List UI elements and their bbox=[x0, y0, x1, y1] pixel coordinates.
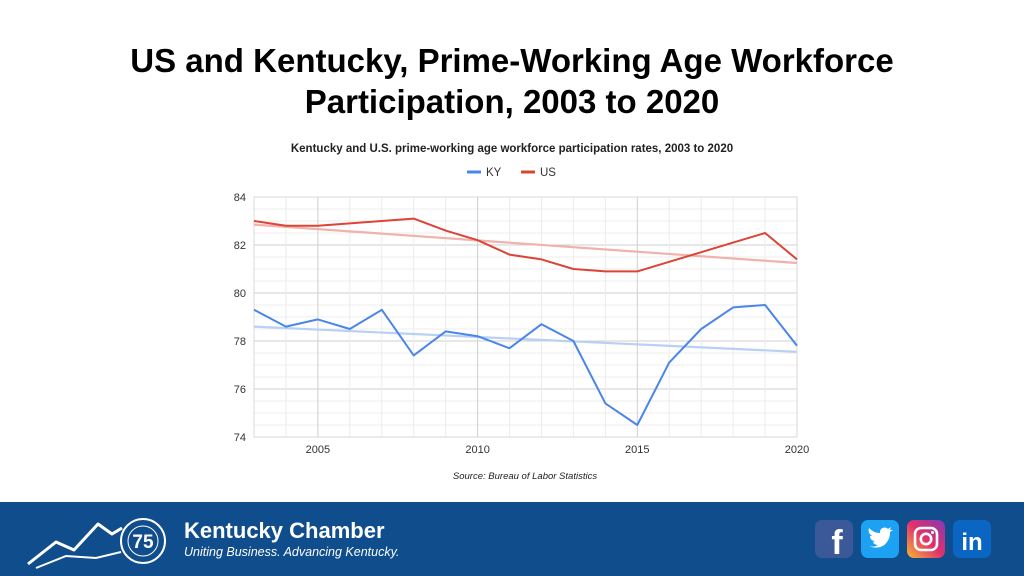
series-line-us bbox=[253, 217, 798, 273]
river-icon bbox=[35, 551, 122, 569]
chart-source: Source: Bureau of Labor Statistics bbox=[453, 471, 597, 482]
line-chart: Kentucky and U.S. prime-working age work… bbox=[234, 143, 810, 482]
y-tick-label: 74 bbox=[234, 432, 246, 444]
kentucky-chamber-logo: 75 bbox=[26, 512, 186, 570]
brand-name: Kentucky Chamber bbox=[184, 518, 385, 543]
chart-grid bbox=[253, 196, 798, 438]
footer-band: 75 Kentucky Chamber Uniting Business. Ad… bbox=[0, 502, 1024, 576]
x-tick-label: 2005 bbox=[306, 444, 330, 456]
anniversary-badge: 75 bbox=[120, 518, 166, 564]
chart-plot-area bbox=[253, 217, 798, 426]
slide-title: US and Kentucky, Prime-Working Age Workf… bbox=[0, 40, 1024, 122]
y-tick-label: 84 bbox=[234, 192, 246, 204]
facebook-icon[interactable]: f bbox=[815, 520, 853, 558]
svg-text:in: in bbox=[961, 529, 982, 556]
twitter-icon[interactable] bbox=[861, 520, 899, 558]
x-tick-label: 2015 bbox=[625, 444, 649, 456]
y-tick-label: 82 bbox=[234, 240, 246, 252]
legend-label-ky: KY bbox=[486, 167, 502, 179]
trendline-ky bbox=[253, 325, 798, 353]
y-tick-label: 76 bbox=[234, 384, 246, 396]
plot-border bbox=[253, 196, 798, 438]
y-tick-label: 78 bbox=[234, 336, 246, 348]
mountain-icon bbox=[27, 522, 123, 566]
brand-tagline: Uniting Business. Advancing Kentucky. bbox=[184, 545, 400, 559]
x-tick-label: 2010 bbox=[465, 444, 489, 456]
instagram-icon[interactable] bbox=[907, 520, 945, 558]
legend-label-us: US bbox=[540, 167, 556, 179]
chart-title: Kentucky and U.S. prime-working age work… bbox=[291, 143, 733, 155]
y-tick-label: 80 bbox=[234, 288, 246, 300]
x-tick-label: 2020 bbox=[785, 444, 809, 456]
y-axis: 74 76 78 80 82 84 bbox=[234, 192, 246, 444]
svg-text:f: f bbox=[831, 524, 843, 558]
series-line-ky bbox=[253, 304, 798, 426]
x-axis: 2005 2010 2015 2020 bbox=[306, 444, 810, 456]
slide-title-line2: Participation, 2003 to 2020 bbox=[304, 83, 720, 120]
trendline-us bbox=[253, 223, 798, 265]
linkedin-icon[interactable]: in bbox=[953, 520, 991, 558]
badge-number: 75 bbox=[132, 532, 154, 553]
chart-legend: KY US bbox=[467, 167, 556, 179]
slide-title-line1: US and Kentucky, Prime-Working Age Workf… bbox=[130, 42, 894, 79]
